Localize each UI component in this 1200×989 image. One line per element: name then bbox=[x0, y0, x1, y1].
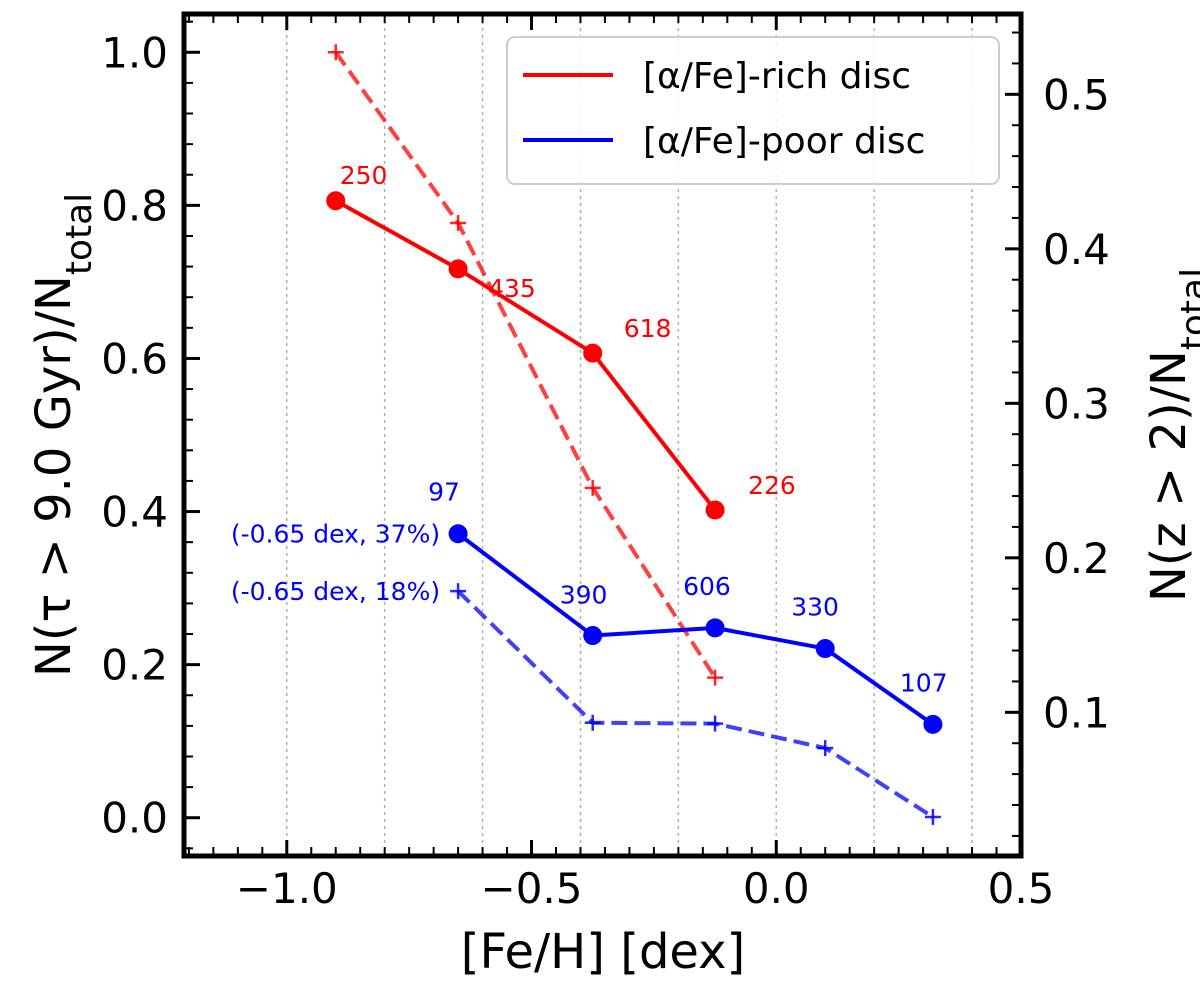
legend-label-poor: [α/Fe]-poor disc bbox=[643, 121, 925, 162]
y-axis-left-title: N(τ > 9.0 Gyr)/Ntotal bbox=[26, 193, 100, 677]
data-point bbox=[583, 626, 603, 646]
series-line-0 bbox=[334, 199, 717, 512]
annotation-label: (-0.65 dex, 37%) bbox=[231, 520, 440, 549]
series-layer bbox=[326, 44, 943, 825]
count-label: 107 bbox=[900, 668, 948, 697]
count-label: 226 bbox=[748, 471, 796, 500]
data-point bbox=[707, 715, 724, 732]
data-labels: 250 435 618 226 97 390 606 330 107 (-0.65 dex, 37… bbox=[231, 161, 948, 698]
count-label: 390 bbox=[560, 581, 608, 610]
data-point bbox=[450, 214, 467, 231]
data-point bbox=[448, 259, 468, 279]
y-left-tick-label: 0.2 bbox=[101, 641, 168, 690]
y-right-tick-label: 0.2 bbox=[1043, 534, 1110, 583]
x-tick-label: −1.0 bbox=[236, 864, 338, 913]
y-axis-right-title: N(z > 2)/Ntotal bbox=[1141, 268, 1200, 602]
legend: [α/Fe]-rich disc [α/Fe]-poor disc bbox=[506, 36, 1000, 185]
x-axis-title: [Fe/H] [dex] bbox=[461, 924, 746, 980]
data-point bbox=[705, 618, 725, 638]
count-label: 435 bbox=[488, 274, 536, 303]
y-right-tick-label: 0.5 bbox=[1043, 70, 1110, 119]
data-point bbox=[326, 191, 346, 211]
y-left-tick-label: 0.8 bbox=[101, 181, 168, 230]
series-line-2 bbox=[334, 51, 717, 679]
data-point bbox=[448, 524, 468, 544]
y-left-tick-label: 0.4 bbox=[101, 488, 168, 537]
count-label: 330 bbox=[791, 593, 839, 622]
x-tick-label: 0.0 bbox=[743, 864, 810, 913]
series-line-1 bbox=[456, 532, 935, 726]
data-point bbox=[583, 343, 603, 363]
data-point bbox=[584, 714, 601, 731]
x-tick-label: 0.5 bbox=[988, 864, 1055, 913]
data-point bbox=[817, 740, 834, 757]
count-label: 97 bbox=[428, 478, 460, 507]
legend-label-rich: [α/Fe]-rich disc bbox=[643, 56, 911, 97]
count-label: 618 bbox=[624, 314, 672, 343]
data-point bbox=[815, 639, 835, 659]
plot-frame bbox=[181, 11, 1024, 859]
data-point bbox=[705, 500, 725, 520]
y-right-tick-label: 0.1 bbox=[1043, 688, 1110, 737]
count-label: 606 bbox=[683, 572, 731, 601]
annotation-label: (-0.65 dex, 18%) bbox=[231, 577, 440, 606]
y-right-tick-label: 0.4 bbox=[1043, 225, 1110, 274]
series-line-3 bbox=[456, 589, 934, 819]
y-right-tick-label: 0.3 bbox=[1043, 379, 1110, 428]
y-left-tick-label: 0.6 bbox=[101, 334, 168, 383]
data-point bbox=[923, 714, 943, 734]
tick-labels: −1.0 −0.5 0.0 0.5 0.0 0.2 0.4 0.6 0.8 1.0 0.1 0.2 0.… bbox=[101, 28, 1110, 913]
data-point bbox=[924, 808, 941, 825]
y-left-tick-label: 0.0 bbox=[101, 794, 168, 843]
legend-box bbox=[506, 36, 1000, 185]
data-point bbox=[327, 44, 344, 61]
count-label: 250 bbox=[340, 161, 388, 190]
y-left-tick-label: 1.0 bbox=[101, 28, 168, 77]
data-point bbox=[707, 669, 724, 686]
data-point bbox=[584, 479, 601, 496]
x-tick-label: −0.5 bbox=[481, 864, 583, 913]
data-point bbox=[450, 583, 467, 600]
